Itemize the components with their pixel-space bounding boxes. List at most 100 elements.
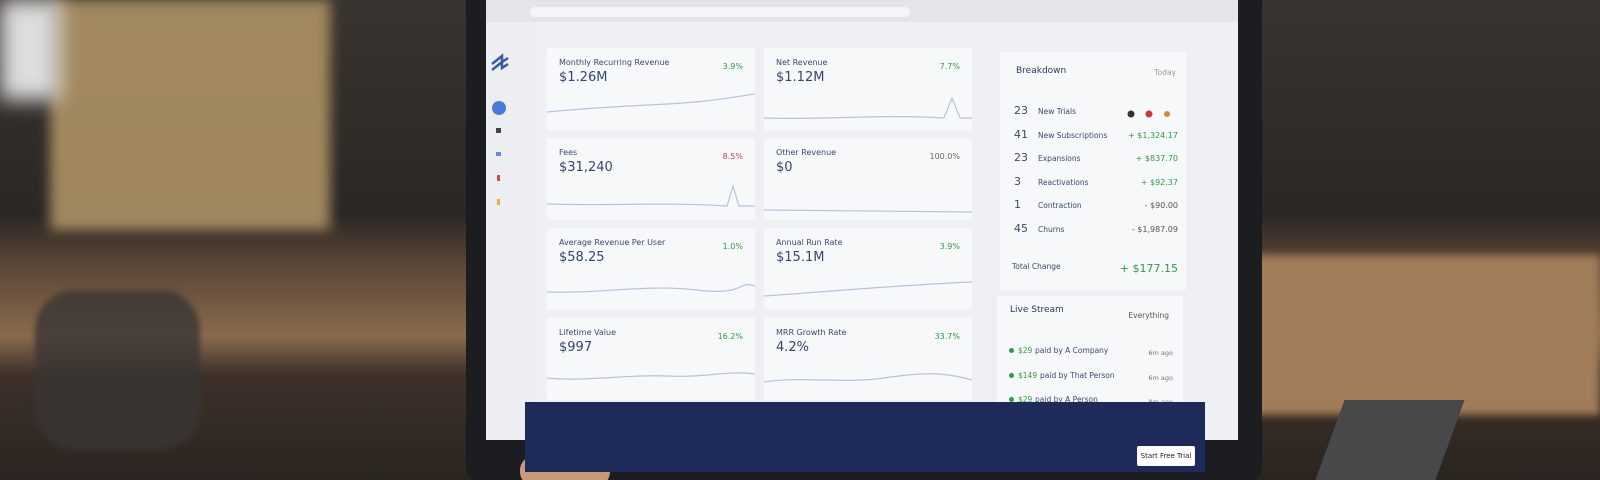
sparkline [764,373,972,383]
metric-card: Average Revenue Per User $58.25 1.0% [547,228,755,310]
stream-amount: $149 [1018,370,1038,380]
row-amount: + $1,324.17 [1128,130,1178,140]
avatar [1145,110,1153,118]
trial-icons [1127,110,1170,118]
row-count: 3 [1014,174,1021,188]
breakdown-row: 23 Expansions + $837.70 [1014,151,1178,169]
row-label: Expansions [1038,154,1081,163]
table-wood [1250,255,1600,415]
metric-change: 3.9% [722,62,743,71]
stream-time: 6m ago [1148,373,1173,382]
row-label: Contraction [1038,201,1082,210]
sparkline [547,183,755,207]
metric-change: 16.2% [717,332,743,341]
sidebar-icons [491,53,509,205]
sparkline-path [547,183,755,207]
background-light [0,0,60,100]
metric-label: Lifetime Value [559,328,617,337]
screen: Monthly Recurring Revenue $1.26M 3.9% Net R… [486,0,1238,440]
sparkline-path [547,284,755,293]
trial-banner: Start Free Trial [525,402,1205,472]
panel-title: Breakdown [1016,66,1067,76]
avatar [1127,110,1135,118]
stream-text: paid by A Person [1035,395,1098,404]
metric-card: Other Revenue $0 100.0% [764,138,972,220]
row-count: 23 [1014,104,1028,117]
metric-value: $1.12M [776,70,825,85]
status-dot [1009,397,1014,402]
sparkline [764,281,972,297]
row-count: 45 [1014,221,1028,235]
stream-text: paid by A Company [1035,346,1109,355]
breakdown-panel: Breakdown Today 23 New Trials 41 New Subscr… [1000,52,1186,290]
metric-label: Other Revenue [776,148,837,157]
sidebar [486,22,536,440]
metric-value: $997 [559,340,593,355]
metric-change: 8.5% [722,152,743,161]
metric-label: MRR Growth Rate [776,328,847,337]
metric-card: MRR Growth Rate 4.2% 33.7% [764,318,972,400]
metric-card: Lifetime Value $997 16.2% [547,318,755,400]
sparkline [764,96,972,120]
metric-change: 3.9% [939,242,960,251]
row-amount: + $92.37 [1140,177,1178,187]
metric-change: 33.7% [934,332,960,341]
metric-value: $0 [776,160,793,175]
metric-value: $58.25 [559,250,605,265]
metric-change: 1.0% [722,242,743,251]
sparkline [764,209,972,213]
row-label: New Trials [1038,107,1076,116]
address-bar[interactable] [530,7,910,17]
metric-label: Average Revenue Per User [559,238,666,247]
metric-change: 100.0% [929,152,960,161]
row-amount: - $1,987.09 [1131,224,1178,234]
stream-time: 6m ago [1148,349,1173,357]
row-amount: + $837.70 [1135,154,1178,163]
row-amount: - $90.00 [1144,201,1178,210]
metric-card: Monthly Recurring Revenue $1.26M 3.9% [547,48,755,130]
sparkline-path [764,373,972,383]
panel-title: Live Stream [1010,305,1064,315]
stream-amount: $29 [1018,346,1033,355]
filter-dropdown[interactable]: Everything [1128,311,1169,320]
breakdown-row: 23 New Trials [1014,104,1174,122]
status-dot [1009,372,1014,378]
row-label: Churns [1038,224,1065,234]
browser-toolbar [486,0,1238,22]
sparkline-path [764,96,972,120]
total-label: Total Change [1012,262,1061,271]
sparkline-path [764,281,972,297]
row-label: Reactivations [1038,177,1089,187]
nav-icon[interactable] [497,175,500,181]
metric-value: 4.2% [776,340,810,355]
sparkline [547,284,755,293]
period-dropdown[interactable]: Today [1154,68,1176,77]
metric-change: 7.7% [939,62,960,71]
stream-text: paid by That Person [1040,370,1115,380]
stream-amount: $29 [1018,395,1033,404]
row-label: New Subscriptions [1038,130,1108,140]
sparkline-path [547,93,755,113]
row-count: 1 [1014,198,1021,211]
sparkline [547,372,755,380]
logo [491,53,509,71]
metric-value: $1.26M [559,70,608,85]
breakdown-row: 1 Contraction - $90.00 [1014,198,1178,216]
nav-icon[interactable] [497,199,500,205]
total-value: + $177.15 [1119,262,1178,275]
metric-card: Net Revenue $1.12M 7.7% [764,48,972,130]
stream-item: $149 paid by That Person 6m ago [1009,370,1173,385]
breakdown-row: 45 Churns - $1,987.09 [1014,221,1178,240]
jar [35,290,200,450]
breakdown-row: 41 New Subscriptions + $1,324.17 [1014,128,1178,146]
metric-value: $15.1M [776,250,825,265]
nav-icon[interactable] [496,152,501,156]
start-trial-button[interactable]: Start Free Trial [1137,446,1195,466]
metric-label: Fees [559,148,578,157]
breakdown-row: 3 Reactivations + $92.37 [1014,174,1178,193]
nav-icon[interactable] [492,101,506,115]
stream-item: $29 paid by A Company 6m ago [1009,346,1173,360]
row-count: 23 [1014,151,1028,164]
nav-icon[interactable] [496,128,501,133]
sparkline [547,93,755,113]
